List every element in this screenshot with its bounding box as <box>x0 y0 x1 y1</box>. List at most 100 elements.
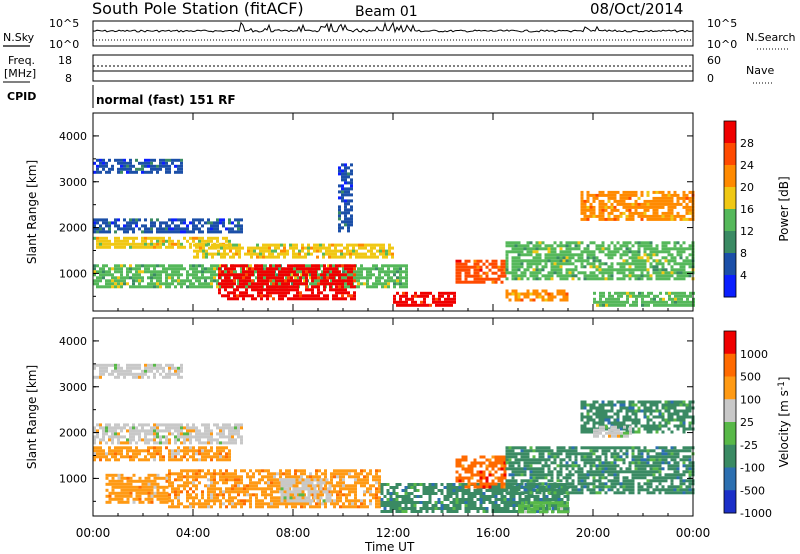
y-tick-label: 3000 <box>59 176 87 189</box>
y-tick-label: 2000 <box>59 222 87 235</box>
colorbar-frame <box>723 330 737 514</box>
colorbar-swatch <box>724 231 736 254</box>
echo-region-5 <box>218 264 356 301</box>
noise-panel-frame <box>92 20 694 47</box>
velocity-panel: 1000 2000 3000 4000 Slant Range [km] 1000 500 1… <box>25 317 791 540</box>
colorbar-tick-label: 1000 <box>740 348 768 361</box>
colorbar-swatch <box>724 399 736 423</box>
cpid-label: CPID <box>7 90 36 103</box>
colorbar-unit-superscript: -1 <box>777 381 787 390</box>
colorbar-tick-label: 20 <box>740 181 754 194</box>
colorbar-swatch <box>724 209 736 232</box>
y-tick-label: 3000 <box>59 381 87 394</box>
date-label: 08/Oct/2014 <box>590 0 683 18</box>
echo-region-0 <box>93 158 183 174</box>
colorbar-tick-label: -100 <box>740 462 765 475</box>
nsky-trace <box>92 21 694 34</box>
colorbar-tick-label: 16 <box>740 203 754 216</box>
nave-tick-top: 60 <box>707 54 721 67</box>
nave-label: Nave <box>746 64 774 77</box>
echo-region-10 <box>580 400 695 434</box>
nsky-label: N.Sky <box>3 31 35 44</box>
colorbar-swatch <box>724 444 736 468</box>
colorbar-swatch <box>724 490 736 514</box>
colorbar-swatch <box>724 331 736 355</box>
freq-label-1: Freq. <box>8 54 35 67</box>
station-title: South Pole Station (fitACF) <box>92 0 304 18</box>
colorbar-swatch <box>724 376 736 400</box>
echo-region-9 <box>505 289 569 302</box>
colorbar-swatch <box>724 467 736 491</box>
echo-region-2 <box>93 446 231 462</box>
colorbar-swatch <box>724 353 736 377</box>
echo-region-8 <box>455 259 507 284</box>
nsearch-label: N.Search <box>746 31 796 44</box>
echo-region-11 <box>580 190 695 221</box>
y-tick-label: 4000 <box>59 335 87 348</box>
echo-region-1 <box>93 218 243 234</box>
echo-region-5 <box>280 478 332 503</box>
echo-region-7 <box>393 291 456 307</box>
colorbar-swatch <box>724 121 736 144</box>
y-tick-label: 1000 <box>59 472 87 485</box>
colorbar-swatch <box>724 422 736 446</box>
echo-region-11 <box>593 425 632 438</box>
echo-region-4 <box>168 469 381 509</box>
colorbar-tick-label: 25 <box>740 416 754 429</box>
y-tick-label: 4000 <box>59 130 87 143</box>
y-axis-label: Slant Range [km] <box>25 365 39 469</box>
colorbar-tick-label: 24 <box>740 159 754 172</box>
echo-region-12 <box>593 291 695 307</box>
colorbar-unit-bracket: ] <box>777 377 791 382</box>
colorbar-tick-label: -25 <box>740 439 758 452</box>
x-tick-label: 04:00 <box>176 526 211 540</box>
nave-tick-bottom: 0 <box>707 72 714 85</box>
x-tick-label: 20:00 <box>576 526 611 540</box>
echo-region-7 <box>455 455 507 489</box>
colorbar-tick-label: -500 <box>740 484 765 497</box>
echo-region-2 <box>93 236 231 249</box>
freq-panel-frame <box>92 54 694 82</box>
freq-tick-bottom: 8 <box>65 72 72 85</box>
colorbar-label: Power [dB] <box>777 176 791 241</box>
freq-tick-top: 18 <box>58 54 72 67</box>
y-tick-label: 1000 <box>59 267 87 280</box>
echo-region-6 <box>380 483 570 513</box>
colorbar-tick-label: -1000 <box>740 507 772 520</box>
freq-label-2: [MHz] <box>4 67 36 80</box>
cpid-text: normal (fast) 151 RF <box>96 93 236 107</box>
colorbar-swatch <box>724 143 736 166</box>
echo-region-10 <box>505 241 695 281</box>
y-tick-label: 2000 <box>59 427 87 440</box>
colorbar-tick-label: 28 <box>740 137 754 150</box>
colorbar-swatch <box>724 275 736 298</box>
y-axis-label: Slant Range [km] <box>25 160 39 264</box>
power-panel: 1000 2000 3000 4000 Slant Range [km] 28 24 20 16… <box>25 112 791 312</box>
colorbar-frame <box>723 120 737 298</box>
beam-label: Beam 01 <box>355 4 418 20</box>
colorbar-label: Velocity [m s-1] <box>777 377 791 468</box>
echo-region-6 <box>338 163 353 233</box>
x-tick-label: 00:00 <box>76 526 111 540</box>
colorbar-swatch <box>724 165 736 188</box>
colorbar-tick-label: 100 <box>740 393 761 406</box>
colorbar-swatch <box>724 253 736 276</box>
x-tick-label: 12:00 <box>376 526 411 540</box>
echo-region-9 <box>518 501 569 514</box>
noise-tick-left-top: 10^5 <box>49 17 79 30</box>
colorbar-swatch <box>724 187 736 210</box>
echo-region-3 <box>105 473 169 504</box>
noise-tick-left-bottom: 10^0 <box>49 38 79 51</box>
x-axis-label: Time UT <box>364 540 415 554</box>
echo-region-0 <box>93 363 183 379</box>
echo-region-3 <box>193 243 394 259</box>
echo-region-1 <box>93 423 243 445</box>
x-tick-label: 08:00 <box>276 526 311 540</box>
colorbar-tick-label: 8 <box>740 247 747 260</box>
noise-traces <box>92 21 694 41</box>
noise-tick-right-top: 10^5 <box>707 17 737 30</box>
noise-tick-right-bottom: 10^0 <box>707 38 737 51</box>
x-tick-label: 00:00 <box>676 526 711 540</box>
colorbar-tick-label: 500 <box>740 371 761 384</box>
